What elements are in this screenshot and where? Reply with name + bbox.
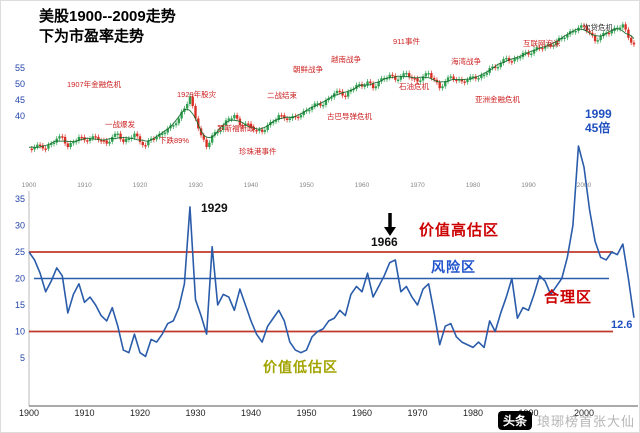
event-annotation: 石油危机 [399, 81, 429, 91]
svg-text:1910: 1910 [77, 182, 92, 189]
svg-text:1930: 1930 [185, 408, 205, 418]
svg-text:1920: 1920 [130, 408, 150, 418]
svg-text:20: 20 [15, 274, 25, 284]
event-annotation: 朝鲜战争 [293, 64, 323, 74]
pe-annotation: 1929 [201, 201, 228, 215]
svg-text:1970: 1970 [410, 182, 425, 189]
svg-text:1900: 1900 [19, 408, 39, 418]
event-annotation: 1907年金融危机 [67, 79, 122, 89]
svg-text:1940: 1940 [241, 408, 261, 418]
zone-label: 价值低估区 [263, 359, 338, 375]
threshold-lines [29, 251, 613, 333]
pe-annotation: 12.6 [611, 319, 632, 331]
event-annotation: 古巴导弹危机 [327, 111, 372, 121]
svg-text:10: 10 [15, 327, 25, 337]
svg-text:25: 25 [15, 247, 25, 257]
zone-label: 风险区 [431, 259, 476, 275]
event-annotation: 互联网泡沫 [523, 38, 561, 48]
event-annotation: 二战结束 [267, 90, 297, 100]
zone-label: 合理区 [543, 288, 592, 306]
svg-text:1970: 1970 [407, 408, 427, 418]
pe-annotation: 1999 [585, 107, 612, 121]
pe-y-axis-labels: 35 30 25 20 15 10 5 [15, 194, 25, 363]
svg-text:1980: 1980 [466, 182, 481, 189]
toutiao-badge: 头条 [497, 411, 532, 430]
svg-text:1900: 1900 [22, 182, 37, 189]
svg-text:5: 5 [20, 353, 25, 363]
svg-text:1960: 1960 [355, 182, 370, 189]
top-y-axis-labels: 55 50 45 40 [15, 63, 25, 121]
watermark-name: 琅琊榜首张大仙 [536, 414, 635, 429]
svg-text:1990: 1990 [521, 182, 536, 189]
event-annotation: 海湾战争 [451, 56, 481, 66]
svg-text:1950: 1950 [299, 182, 314, 189]
event-annotation: 下跌89% [159, 135, 189, 145]
svg-text:55: 55 [15, 63, 25, 73]
svg-text:35: 35 [15, 194, 25, 204]
svg-text:1910: 1910 [74, 408, 94, 418]
event-annotation: 1929年股灾 [177, 89, 217, 99]
svg-text:1980: 1980 [463, 408, 483, 418]
svg-text:2000: 2000 [577, 182, 592, 189]
event-annotation: 越南战争 [331, 54, 361, 64]
down-arrow-1966 [384, 213, 396, 236]
event-annotation: 一战爆发 [105, 119, 135, 129]
event-annotation: 911事件 [393, 36, 420, 46]
svg-text:2000: 2000 [574, 408, 594, 418]
pe-line [28, 145, 635, 358]
svg-text:1950: 1950 [296, 408, 316, 418]
event-annotation: 珍珠港事件 [239, 146, 277, 156]
svg-text:1960: 1960 [352, 408, 372, 418]
chart-title: 美股1900--2009走势 下为市盈率走势 [39, 7, 176, 46]
svg-text:40: 40 [15, 111, 25, 121]
event-annotation: 次贷危机 [583, 22, 613, 32]
svg-text:50: 50 [15, 79, 25, 89]
svg-text:1920: 1920 [133, 182, 148, 189]
svg-text:45: 45 [15, 95, 25, 105]
event-annotation: 罗斯福新政 [217, 123, 255, 133]
zone-label: 价值高估区 [419, 221, 499, 239]
watermark: 头条 琅琊榜首张大仙 [497, 411, 635, 430]
event-annotation: 亚洲金融危机 [475, 94, 520, 104]
svg-text:1940: 1940 [244, 182, 259, 189]
svg-text:1930: 1930 [188, 182, 203, 189]
svg-text:15: 15 [15, 300, 25, 310]
svg-text:30: 30 [15, 221, 25, 231]
chart-title-line1: 美股1900--2009走势 [39, 8, 176, 25]
pe-annotation: 45倍 [585, 120, 610, 135]
top-x-axis-labels: 1900 1910 1920 1930 1940 1950 1960 1970 1980 1990… [22, 182, 592, 189]
pe-annotation: 1966 [371, 235, 398, 249]
moving-average-line [28, 28, 635, 148]
chart-title-line2: 下为市盈率走势 [39, 27, 145, 45]
